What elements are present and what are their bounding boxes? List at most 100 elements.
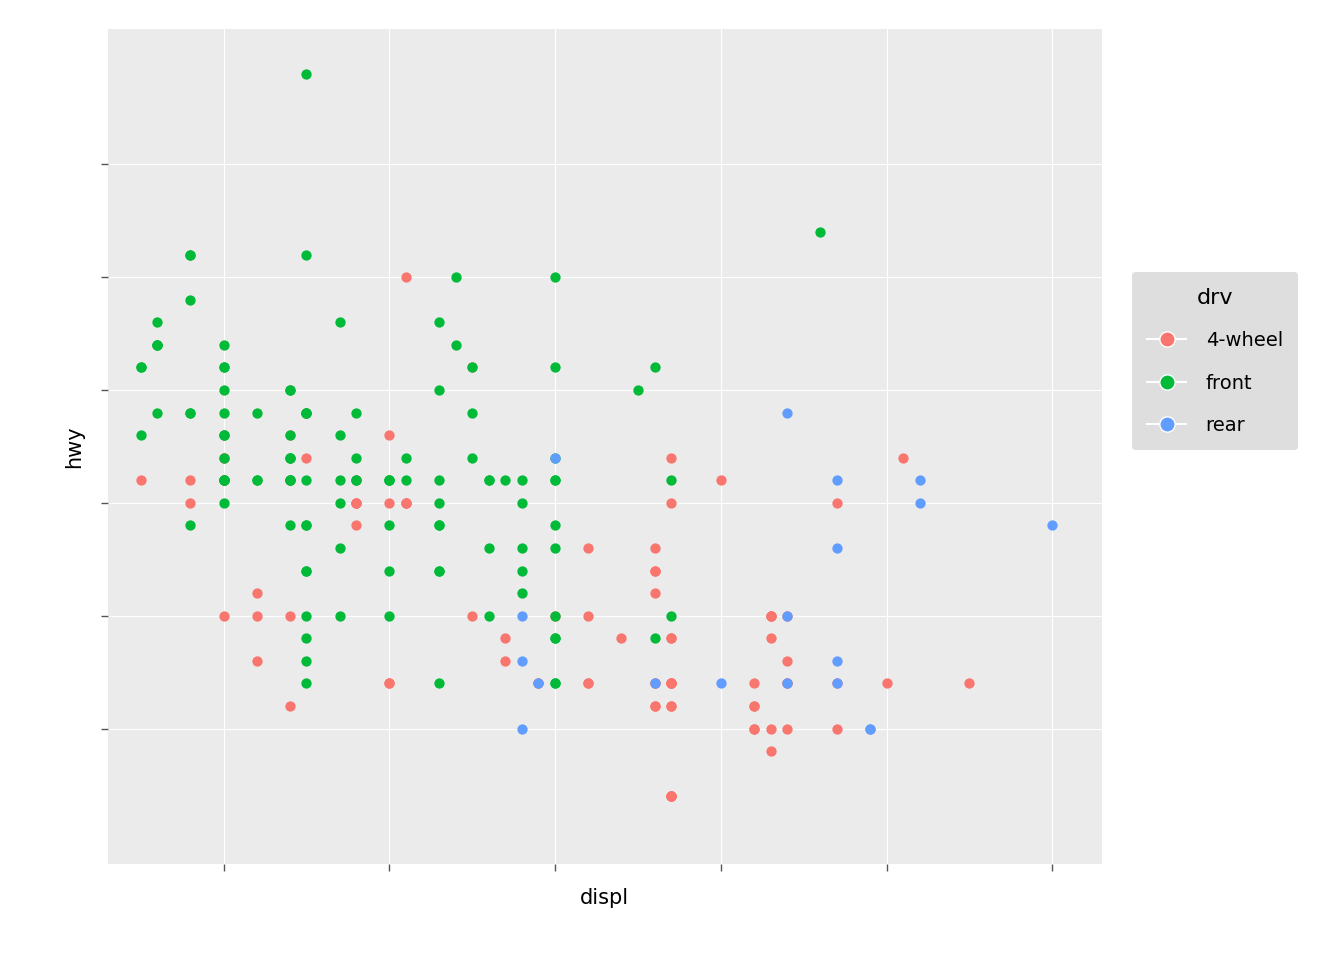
Point	[660, 608, 681, 623]
Point	[660, 450, 681, 466]
Point	[280, 450, 301, 466]
Point	[429, 315, 450, 330]
Point	[130, 427, 152, 443]
Point	[478, 540, 500, 556]
Point	[329, 472, 351, 488]
Point	[296, 472, 317, 488]
Point	[379, 427, 401, 443]
Point	[246, 472, 267, 488]
Point	[246, 472, 267, 488]
Point	[296, 405, 317, 420]
Point	[345, 405, 367, 420]
Point	[280, 450, 301, 466]
Point	[280, 450, 301, 466]
Point	[827, 721, 848, 736]
Point	[827, 540, 848, 556]
Point	[180, 472, 202, 488]
Point	[212, 337, 234, 352]
Point	[809, 225, 831, 240]
Point	[495, 631, 516, 646]
Point	[660, 788, 681, 804]
Point	[644, 676, 665, 691]
Point	[578, 676, 599, 691]
Point	[296, 608, 317, 623]
Point	[146, 405, 168, 420]
Point	[429, 676, 450, 691]
Point	[296, 653, 317, 668]
Point	[827, 495, 848, 511]
Point	[777, 405, 798, 420]
Point	[280, 382, 301, 397]
Point	[212, 450, 234, 466]
Point	[660, 631, 681, 646]
Point	[660, 788, 681, 804]
Point	[660, 676, 681, 691]
Point	[511, 586, 532, 601]
Point	[743, 698, 765, 713]
Point	[379, 676, 401, 691]
Point	[280, 382, 301, 397]
Point	[743, 721, 765, 736]
Point	[429, 382, 450, 397]
Point	[660, 698, 681, 713]
Point	[660, 631, 681, 646]
Point	[130, 472, 152, 488]
Point	[212, 427, 234, 443]
Point	[777, 608, 798, 623]
Point	[345, 472, 367, 488]
Point	[212, 608, 234, 623]
Point	[345, 495, 367, 511]
Point	[660, 788, 681, 804]
Point	[544, 631, 566, 646]
Y-axis label: hwy: hwy	[65, 425, 83, 468]
Point	[759, 743, 781, 758]
Point	[478, 472, 500, 488]
Point	[528, 676, 550, 691]
Point	[395, 495, 417, 511]
Point	[495, 653, 516, 668]
Point	[296, 563, 317, 578]
Point	[660, 676, 681, 691]
Point	[429, 517, 450, 533]
Point	[379, 563, 401, 578]
Point	[395, 472, 417, 488]
Point	[859, 721, 880, 736]
Point	[429, 563, 450, 578]
Point	[511, 472, 532, 488]
Point	[329, 495, 351, 511]
Point	[180, 495, 202, 511]
Point	[329, 427, 351, 443]
Point	[511, 653, 532, 668]
Point	[280, 698, 301, 713]
Point	[130, 360, 152, 375]
Point	[743, 676, 765, 691]
Point	[212, 450, 234, 466]
Point	[212, 472, 234, 488]
Point	[827, 653, 848, 668]
Point	[280, 427, 301, 443]
Point	[379, 608, 401, 623]
Point	[644, 676, 665, 691]
Point	[395, 270, 417, 285]
Point	[329, 608, 351, 623]
Point	[212, 450, 234, 466]
Point	[644, 360, 665, 375]
Point	[445, 270, 466, 285]
Point	[759, 721, 781, 736]
Point	[212, 472, 234, 488]
Point	[395, 495, 417, 511]
Point	[329, 540, 351, 556]
Point	[345, 472, 367, 488]
Point	[280, 472, 301, 488]
Point	[395, 495, 417, 511]
Point	[379, 517, 401, 533]
Point	[876, 676, 898, 691]
Point	[578, 676, 599, 691]
Point	[511, 540, 532, 556]
Point	[644, 631, 665, 646]
Point	[212, 495, 234, 511]
Point	[759, 631, 781, 646]
Point	[528, 676, 550, 691]
Point	[710, 472, 731, 488]
Point	[644, 698, 665, 713]
